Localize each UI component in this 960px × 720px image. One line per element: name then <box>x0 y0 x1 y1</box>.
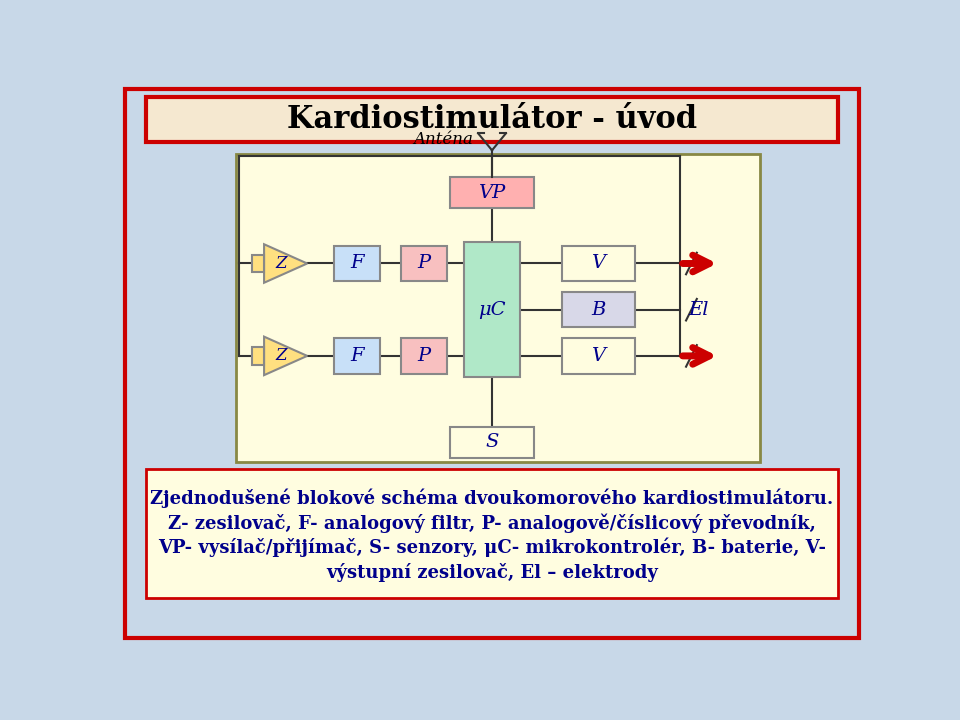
FancyBboxPatch shape <box>562 292 635 328</box>
FancyBboxPatch shape <box>449 177 535 208</box>
Text: výstupní zesilovač, El – elektrody: výstupní zesilovač, El – elektrody <box>326 563 658 582</box>
FancyBboxPatch shape <box>236 154 760 462</box>
FancyBboxPatch shape <box>146 469 838 598</box>
Text: Zjednodušené blokové schéma dvoukomorového kardiostimulátoru.: Zjednodušené blokové schéma dvoukomorové… <box>151 489 833 508</box>
Text: Z: Z <box>276 255 287 272</box>
Text: Z- zesilovač, F- analogový filtr, P- analogově/číslicový převodník,: Z- zesilovač, F- analogový filtr, P- ana… <box>168 513 816 533</box>
FancyBboxPatch shape <box>465 243 519 377</box>
FancyBboxPatch shape <box>126 89 858 638</box>
Text: Z: Z <box>276 347 287 364</box>
FancyBboxPatch shape <box>401 246 447 282</box>
FancyBboxPatch shape <box>252 255 264 272</box>
Text: P: P <box>418 254 431 272</box>
FancyBboxPatch shape <box>562 338 635 374</box>
Text: S: S <box>486 433 498 451</box>
FancyBboxPatch shape <box>449 427 535 457</box>
Text: B: B <box>591 301 606 319</box>
Text: Anténa: Anténa <box>413 131 472 148</box>
FancyBboxPatch shape <box>562 246 635 282</box>
Text: P: P <box>418 347 431 365</box>
Polygon shape <box>264 337 307 375</box>
Text: F: F <box>350 254 364 272</box>
Text: F: F <box>350 347 364 365</box>
Text: VP: VP <box>478 184 506 202</box>
Text: V: V <box>591 254 606 272</box>
FancyBboxPatch shape <box>334 338 380 374</box>
FancyBboxPatch shape <box>401 338 447 374</box>
Polygon shape <box>264 244 307 283</box>
Text: V: V <box>591 347 606 365</box>
Text: Kardiostimulátor - úvod: Kardiostimulátor - úvod <box>287 104 697 135</box>
FancyBboxPatch shape <box>146 97 838 142</box>
Text: VP- vysílač/přijímač, S- senzory, μC- mikrokontrolér, B- baterie, V-: VP- vysílač/přijímač, S- senzory, μC- mi… <box>158 538 826 557</box>
FancyBboxPatch shape <box>252 347 264 364</box>
Text: μC: μC <box>478 301 506 319</box>
Text: El: El <box>688 301 708 319</box>
FancyBboxPatch shape <box>334 246 380 282</box>
